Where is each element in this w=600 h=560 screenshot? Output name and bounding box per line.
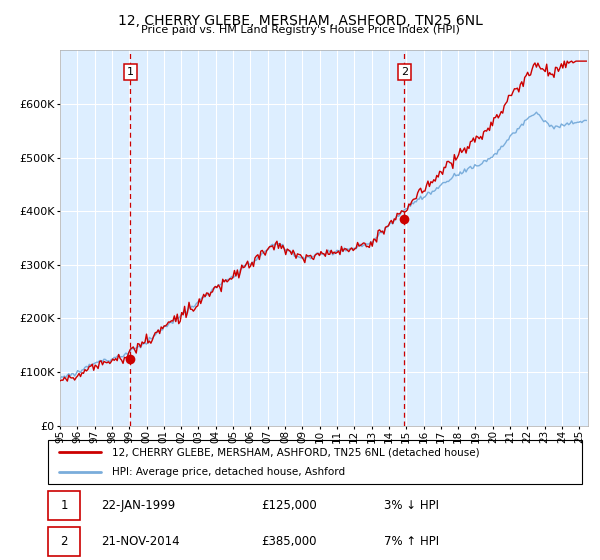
Text: 2: 2	[401, 67, 408, 77]
Text: 1: 1	[60, 499, 68, 512]
Text: 3% ↓ HPI: 3% ↓ HPI	[385, 499, 439, 512]
Text: 1: 1	[127, 67, 134, 77]
Text: 2: 2	[60, 535, 68, 548]
Text: Price paid vs. HM Land Registry's House Price Index (HPI): Price paid vs. HM Land Registry's House …	[140, 25, 460, 35]
Text: HPI: Average price, detached house, Ashford: HPI: Average price, detached house, Ashf…	[112, 467, 345, 477]
Text: 21-NOV-2014: 21-NOV-2014	[101, 535, 180, 548]
Bar	[48, 491, 80, 520]
Text: 12, CHERRY GLEBE, MERSHAM, ASHFORD, TN25 6NL: 12, CHERRY GLEBE, MERSHAM, ASHFORD, TN25…	[118, 14, 482, 28]
Text: 22-JAN-1999: 22-JAN-1999	[101, 499, 176, 512]
Bar	[48, 528, 80, 557]
Text: £385,000: £385,000	[262, 535, 317, 548]
Text: £125,000: £125,000	[262, 499, 317, 512]
Text: 7% ↑ HPI: 7% ↑ HPI	[385, 535, 440, 548]
Text: 12, CHERRY GLEBE, MERSHAM, ASHFORD, TN25 6NL (detached house): 12, CHERRY GLEBE, MERSHAM, ASHFORD, TN25…	[112, 447, 480, 457]
